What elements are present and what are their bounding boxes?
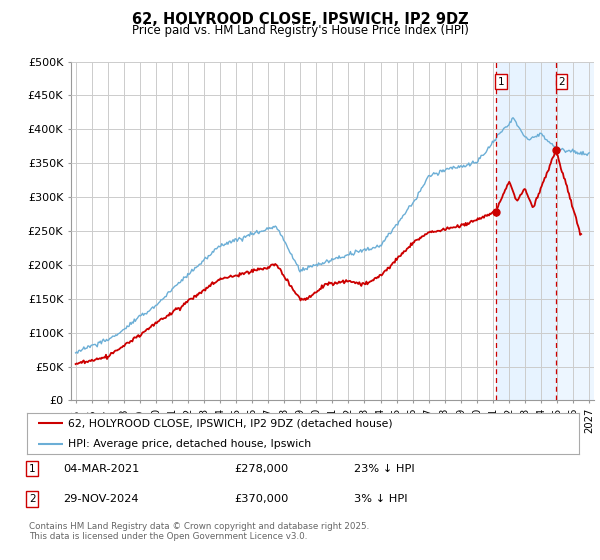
Bar [496, 62, 556, 400]
Text: 29-NOV-2024: 29-NOV-2024 [63, 494, 139, 504]
Text: Contains HM Land Registry data © Crown copyright and database right 2025.
This d: Contains HM Land Registry data © Crown c… [29, 522, 369, 542]
Bar [556, 62, 594, 400]
Text: HPI: Average price, detached house, Ipswich: HPI: Average price, detached house, Ipsw… [68, 438, 311, 449]
Text: 62, HOLYROOD CLOSE, IPSWICH, IP2 9DZ: 62, HOLYROOD CLOSE, IPSWICH, IP2 9DZ [131, 12, 469, 27]
Text: 04-MAR-2021: 04-MAR-2021 [63, 464, 139, 474]
Text: 1: 1 [29, 464, 35, 474]
Text: 2: 2 [29, 494, 35, 504]
Text: £278,000: £278,000 [234, 464, 288, 474]
Text: £370,000: £370,000 [234, 494, 289, 504]
Text: 62, HOLYROOD CLOSE, IPSWICH, IP2 9DZ (detached house): 62, HOLYROOD CLOSE, IPSWICH, IP2 9DZ (de… [68, 418, 393, 428]
Text: 1: 1 [498, 77, 505, 86]
Text: 2: 2 [558, 77, 565, 86]
Text: 3% ↓ HPI: 3% ↓ HPI [354, 494, 407, 504]
Text: Price paid vs. HM Land Registry's House Price Index (HPI): Price paid vs. HM Land Registry's House … [131, 24, 469, 37]
Text: 23% ↓ HPI: 23% ↓ HPI [354, 464, 415, 474]
